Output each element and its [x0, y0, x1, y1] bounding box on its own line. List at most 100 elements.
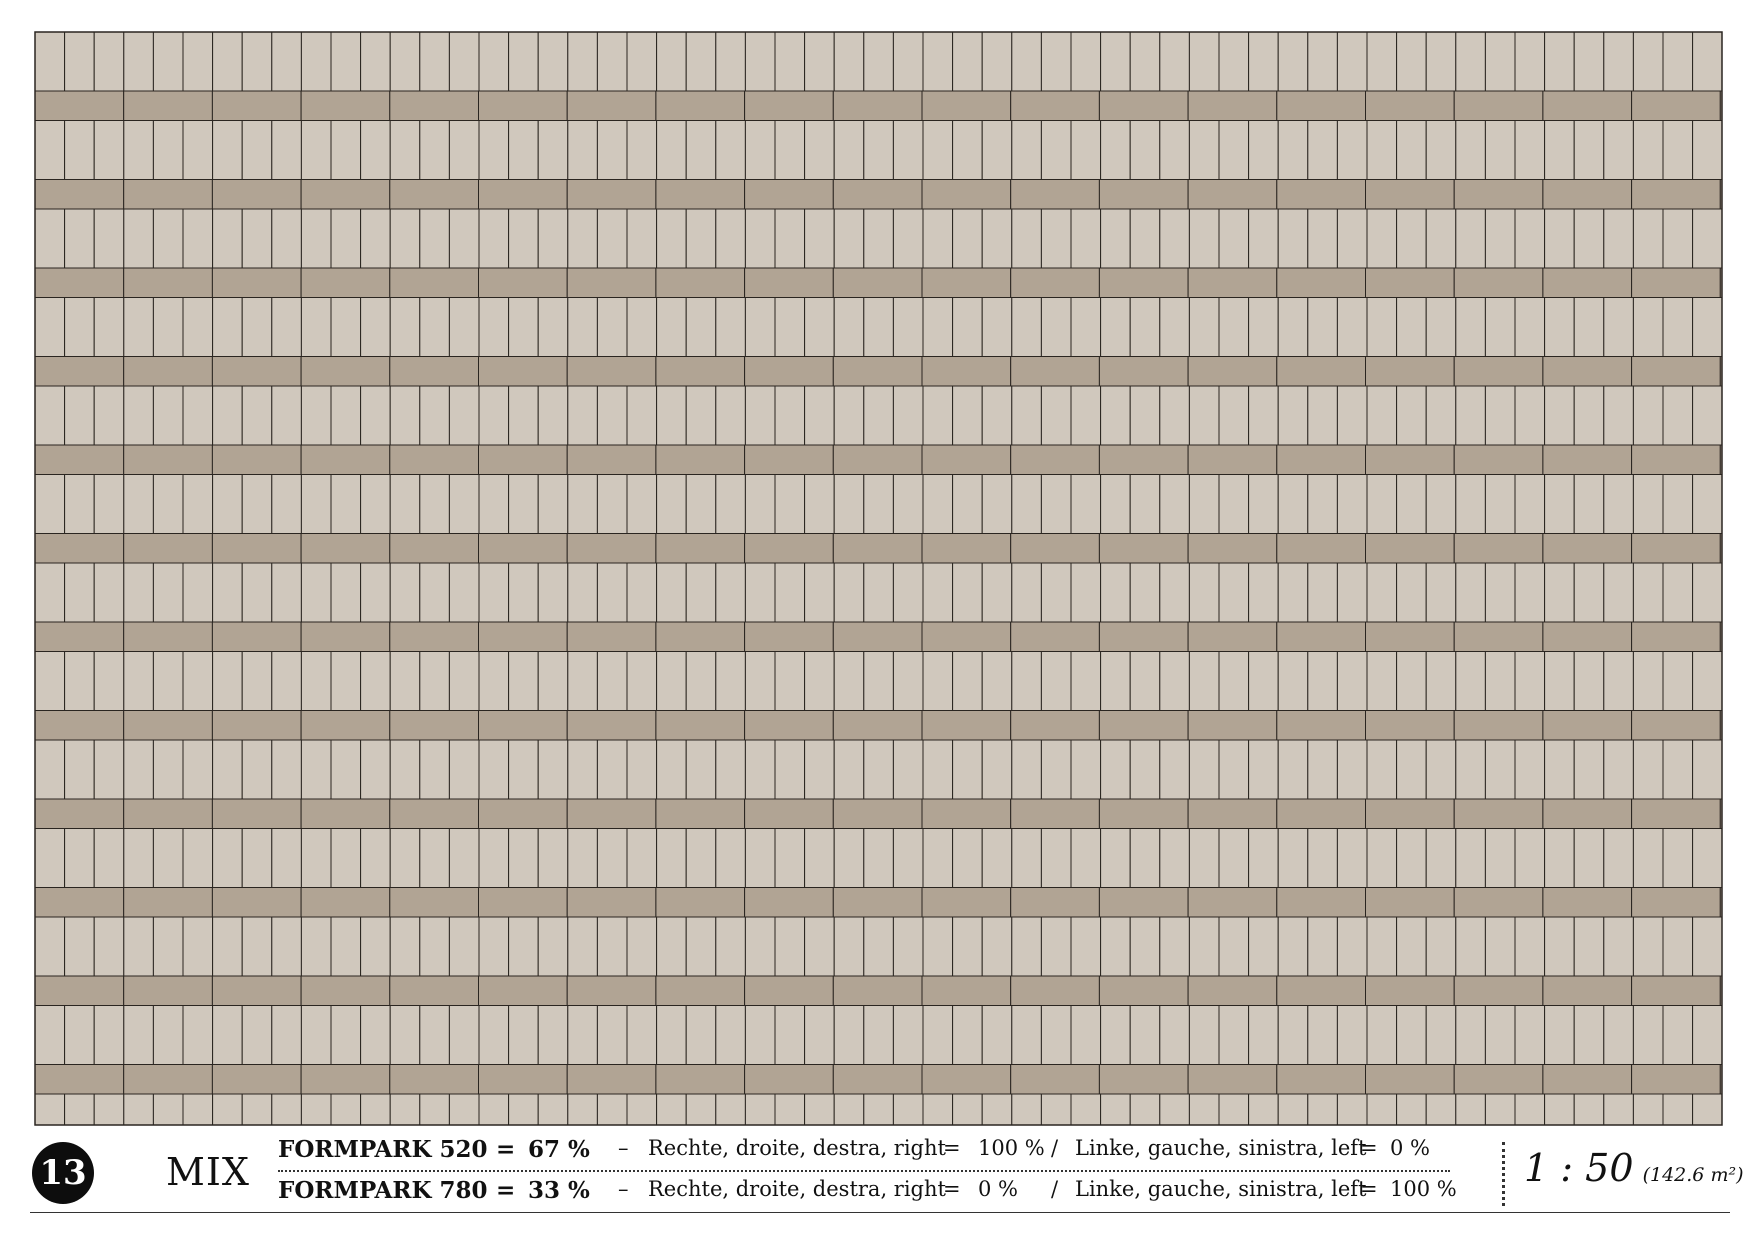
paver-tile-520 [1455, 31, 1486, 92]
paver-tile-520 [537, 297, 569, 357]
right-label: Rechte, droite, destra, right [648, 1177, 946, 1201]
paver-tile-780 [1542, 533, 1633, 564]
paver-tile-520 [241, 916, 273, 977]
paver-tile-520 [1396, 739, 1427, 800]
paver-tile-520 [952, 31, 983, 92]
paver-tile-520 [1336, 1005, 1368, 1065]
paver-tile-520 [922, 1005, 954, 1065]
paver-tile-520 [1396, 31, 1427, 92]
paver-tile-520 [1011, 31, 1042, 92]
paver-tile-520 [1484, 916, 1516, 977]
paver-tile-520 [152, 208, 184, 269]
paver-tile-520 [596, 916, 628, 977]
paver-tile-520 [1484, 1093, 1516, 1126]
paver-tile-520 [1248, 562, 1279, 623]
paver-tile-520 [804, 208, 835, 269]
paver-tile-520 [1603, 651, 1634, 711]
paver-tile-780 [655, 1064, 746, 1095]
paver-tile-520 [952, 1093, 983, 1126]
paver-tile-520 [1484, 31, 1516, 92]
paver-tile-520 [34, 385, 66, 446]
paver-tile-780 [744, 444, 834, 475]
paver-tile-520 [1573, 1005, 1605, 1065]
paver-tile-520 [1070, 562, 1102, 623]
paver-tile-520 [1188, 739, 1220, 800]
paver-tile-520 [1307, 739, 1338, 800]
paver-tile-520 [1692, 1005, 1723, 1065]
paver-tile-520 [804, 474, 835, 534]
paver-tile-520 [478, 916, 510, 977]
paver-tile-780 [1276, 356, 1367, 387]
paver-tile-520 [1159, 562, 1190, 623]
paver-tile-520 [1514, 651, 1546, 711]
paver-tile-780 [832, 179, 923, 210]
paver-tile-780 [921, 533, 1012, 564]
paver-tile-780 [1098, 90, 1189, 121]
paver-tile-520 [626, 208, 658, 269]
paver-tile-780 [300, 621, 391, 652]
paver-tile-520 [419, 297, 450, 357]
paver-tile-780 [744, 887, 834, 918]
paver-tile-520 [182, 1005, 214, 1065]
paver-tile-520 [863, 208, 894, 269]
paver-tile-520 [1692, 31, 1723, 92]
paver-tile-520 [537, 562, 569, 623]
paver-tile-520 [419, 739, 450, 800]
paver-tile-520 [1218, 474, 1250, 534]
paver-tile-520 [1425, 1005, 1457, 1065]
paver-tile-520 [330, 31, 362, 92]
paver-tile-520 [271, 916, 302, 977]
paver-tile-520 [300, 1093, 332, 1126]
paver-tile-520 [596, 297, 628, 357]
paver-tile-520 [1514, 828, 1546, 888]
paver-tile-520 [1544, 120, 1575, 180]
paver-tile-520 [1307, 208, 1338, 269]
paver-tile-520 [1100, 120, 1131, 180]
paver-tile-780 [478, 267, 568, 298]
paver-tile-520 [981, 474, 1013, 534]
paver-tile-520 [1188, 385, 1220, 446]
paver-tile-520 [389, 1093, 421, 1126]
paver-tile-520 [1248, 1093, 1279, 1126]
paver-tile-520 [1188, 651, 1220, 711]
paver-tile-520 [1484, 120, 1516, 180]
paver-tile-520 [508, 474, 539, 534]
paver-tile-780 [744, 621, 834, 652]
paver-tile-520 [64, 562, 95, 623]
paver-tile-520 [1277, 120, 1309, 180]
paver-tile-520 [241, 31, 273, 92]
paver-tile-520 [1307, 651, 1338, 711]
paver-tile-520 [715, 297, 746, 357]
paver-tile-520 [212, 916, 243, 977]
paver-tile-520 [922, 297, 954, 357]
paver-tile-520 [182, 208, 214, 269]
paver-tile-520 [685, 1005, 717, 1065]
paver-tile-520 [804, 31, 835, 92]
paver-tile-520 [478, 208, 510, 269]
paver-tile-520 [715, 1005, 746, 1065]
paver-tile-520 [1129, 651, 1161, 711]
paver-tile-520 [1366, 1093, 1398, 1126]
paver-tile-520 [567, 31, 598, 92]
paver-tile-520 [1188, 120, 1220, 180]
paver-tile-520 [1218, 1093, 1250, 1126]
paver-tile-520 [922, 120, 954, 180]
paver-tile-520 [981, 651, 1013, 711]
paver-tile-520 [448, 120, 480, 180]
paver-tile-520 [1484, 651, 1516, 711]
paver-tile-520 [1218, 562, 1250, 623]
paver-tile-780 [34, 621, 125, 652]
paver-tile-780 [744, 267, 834, 298]
paver-tile-520 [863, 739, 894, 800]
paver-tile-780 [1631, 798, 1721, 829]
paver-tile-780 [389, 798, 479, 829]
paver-tile-520 [567, 739, 598, 800]
paver-tile-520 [478, 1005, 510, 1065]
paver-tile-780 [832, 798, 923, 829]
paver-tile-520 [1544, 474, 1575, 534]
paver-tile-520 [300, 916, 332, 977]
paver-tile-780 [1010, 975, 1100, 1006]
paver-tile-520 [833, 208, 865, 269]
paver-tile-520 [1366, 208, 1398, 269]
paver-tile-780 [300, 90, 391, 121]
